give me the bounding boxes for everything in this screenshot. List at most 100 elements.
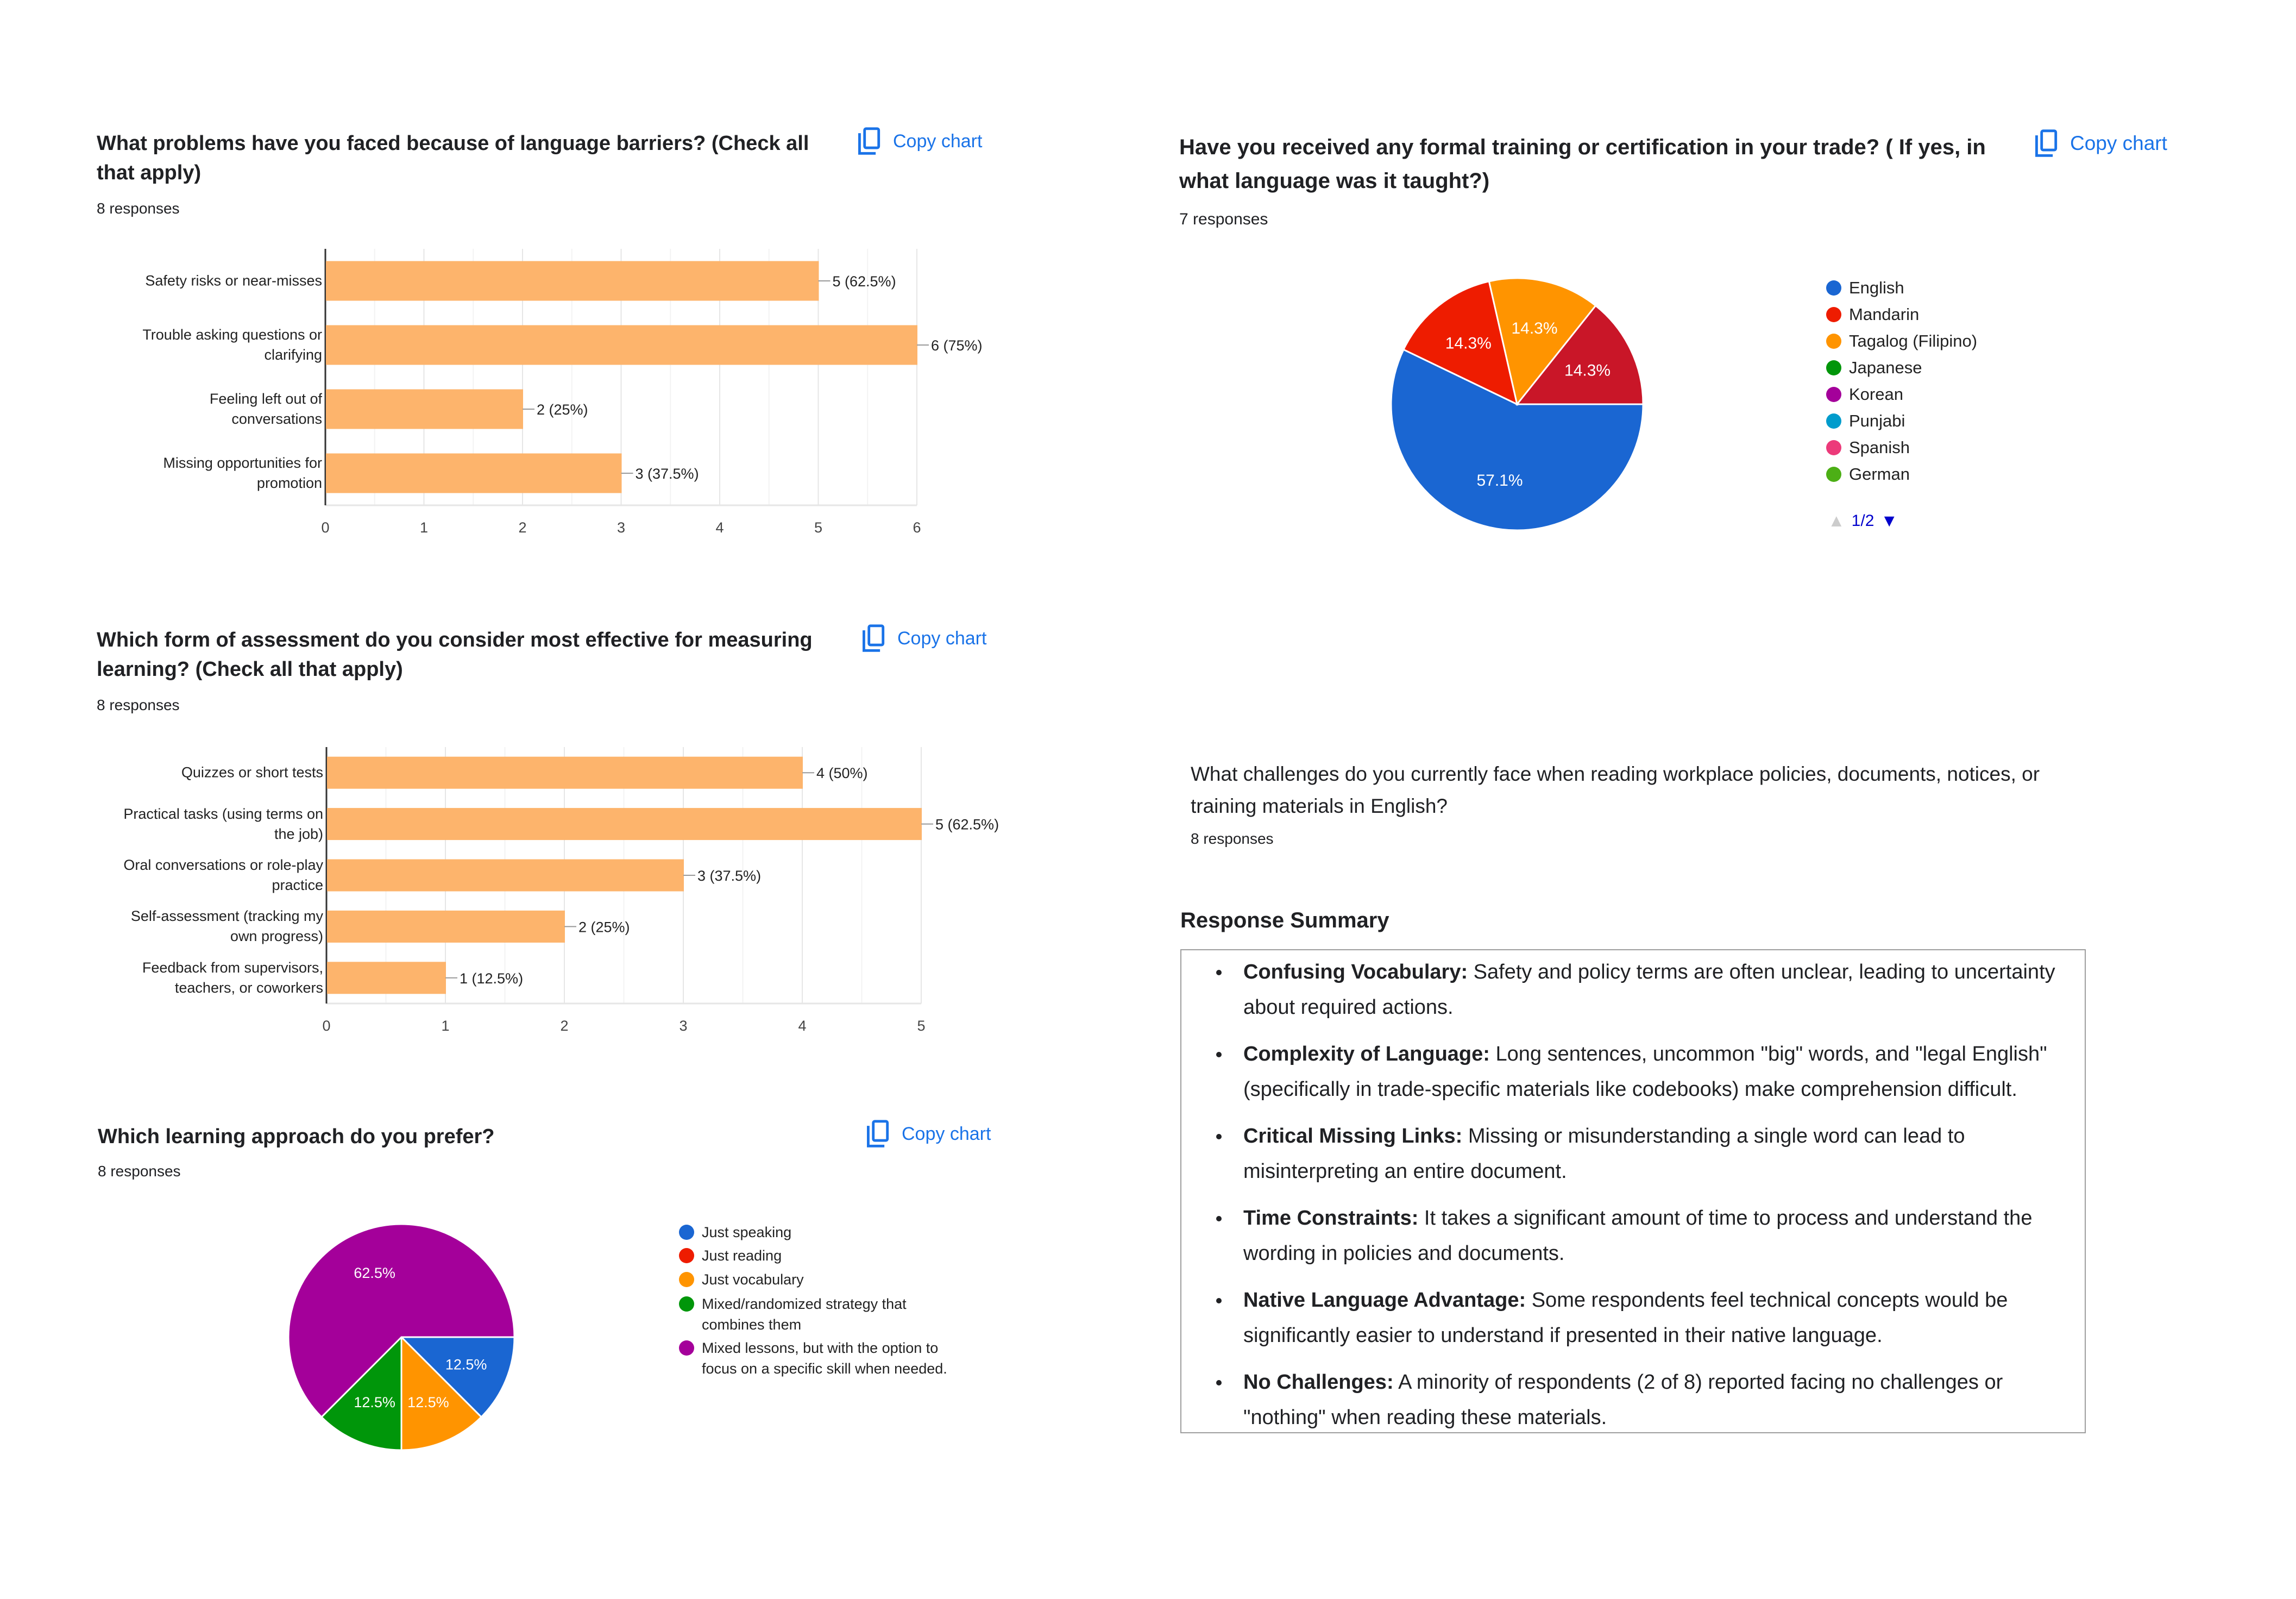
legend-prev-icon[interactable]: ▲ <box>1828 511 1845 530</box>
question-title: What challenges do you currently face wh… <box>1191 763 2040 817</box>
bar <box>326 453 622 493</box>
copy-icon <box>2035 129 2058 157</box>
legend-color-dot <box>679 1272 694 1287</box>
data-label: 3 (37.5%) <box>636 466 699 482</box>
slice-label: 57.1% <box>1476 472 1523 490</box>
data-label: 1 (12.5%) <box>460 970 523 987</box>
copy-chart-label: Copy chart <box>2070 132 2167 154</box>
category-label: Trouble asking questions or clarifying <box>142 327 322 363</box>
pie-slice <box>1515 304 1644 405</box>
pie-slice <box>1488 277 1597 406</box>
summary-term: Time Constraints: <box>1243 1207 1419 1230</box>
response-summary-box: Confusing Vocabulary: Safety and policy … <box>1180 949 2086 1433</box>
response-count: 8 responses <box>97 200 180 217</box>
pie-slice <box>1402 280 1519 406</box>
x-tick-label: 1 <box>441 1018 449 1034</box>
copy-chart-label: Copy chart <box>902 1123 991 1144</box>
response-count: 8 responses <box>98 1163 181 1180</box>
legend-item: Mandarin <box>1826 304 2098 325</box>
slice-label: 14.3% <box>1511 319 1557 337</box>
data-label: 4 (50%) <box>816 765 868 781</box>
summary-text: Some respondents feel technical concepts… <box>1243 1289 2008 1347</box>
legend-label: Just vocabulary <box>702 1271 804 1288</box>
summary-item: Time Constraints: It takes a significant… <box>1216 1201 2069 1271</box>
legend-label: Just reading <box>702 1247 782 1264</box>
copy-chart-button[interactable]: Copy chart <box>857 127 982 155</box>
legend-label: Just speaking <box>702 1224 792 1240</box>
legend-color-dot <box>1826 387 1841 402</box>
response-count: 7 responses <box>1179 210 1268 228</box>
copy-chart-label: Copy chart <box>893 130 983 152</box>
bar <box>327 859 684 892</box>
chart-title: What problems have you faced because of … <box>97 132 809 184</box>
legend-pager: ▲ 1/2 ▼ <box>1828 511 1898 531</box>
legend-color-dot <box>679 1225 694 1240</box>
x-tick-label: 6 <box>913 519 921 536</box>
x-tick-label: 4 <box>798 1018 806 1034</box>
category-label: Practical tasks (using terms on the job) <box>123 805 323 842</box>
legend-label: Spanish <box>1849 438 1910 457</box>
response-count: 8 responses <box>97 697 180 713</box>
legend-color-dot <box>679 1248 694 1263</box>
slice-label: 12.5% <box>407 1394 449 1410</box>
copy-chart-button[interactable]: Copy chart <box>866 1120 991 1148</box>
bar <box>326 389 523 429</box>
x-tick-label: 2 <box>518 519 526 536</box>
legend-color-dot <box>1826 307 1841 322</box>
data-label: 5 (62.5%) <box>833 273 896 290</box>
x-tick-label: 0 <box>322 1018 330 1034</box>
legend-color-dot <box>1826 280 1841 296</box>
slice-label: 12.5% <box>354 1394 395 1410</box>
pie-slice <box>320 1335 402 1451</box>
legend-item: Just reading <box>679 1245 961 1266</box>
summary-term: Complexity of Language: <box>1243 1043 1490 1065</box>
legend-label: Tagalog (Filipino) <box>1849 331 1978 350</box>
legend-label: Japanese <box>1849 358 1922 377</box>
legend-item: Just vocabulary <box>679 1269 961 1290</box>
summary-item: Critical Missing Links: Missing or misun… <box>1216 1119 2069 1189</box>
category-label: Oral conversations or role-play practice <box>123 857 323 893</box>
legend-color-dot <box>1826 467 1841 482</box>
slice-label: 14.3% <box>1564 362 1611 380</box>
legend-item: English <box>1826 277 2098 299</box>
chart-title: Which form of assessment do you consider… <box>97 629 813 681</box>
summary-term: Critical Missing Links: <box>1243 1125 1463 1147</box>
category-label: Feeling left out of conversations <box>209 391 322 427</box>
copy-icon <box>858 127 880 155</box>
legend-label: Mixed lessons, but with the option to fo… <box>702 1340 947 1377</box>
summary-item: Complexity of Language: Long sentences, … <box>1216 1037 2069 1107</box>
slice-label: 14.3% <box>1445 335 1492 353</box>
pie-slice <box>399 1336 515 1419</box>
copy-chart-button[interactable]: Copy chart <box>861 624 986 653</box>
legend-label: Punjabi <box>1849 411 1905 430</box>
data-label: 3 (37.5%) <box>697 868 761 884</box>
category-label: Quizzes or short tests <box>181 764 323 781</box>
x-tick-label: 1 <box>420 519 428 536</box>
bar <box>326 261 819 301</box>
summary-text: It takes a significant amount of time to… <box>1243 1207 2033 1265</box>
summary-item: Confusing Vocabulary: Safety and policy … <box>1216 955 2069 1025</box>
legend-item: Punjabi <box>1826 410 2098 432</box>
x-tick-label: 3 <box>679 1018 687 1034</box>
summary-text: Long sentences, uncommon "big" words, an… <box>1243 1043 2047 1101</box>
summary-text: Safety and policy terms are often unclea… <box>1243 961 2055 1019</box>
legend-color-dot <box>1826 413 1841 429</box>
copy-chart-button[interactable]: Copy chart <box>2034 129 2167 158</box>
legend-color-dot <box>1826 360 1841 375</box>
legend-label: Mandarin <box>1849 305 1920 324</box>
bar <box>326 325 917 365</box>
legend-next-icon[interactable]: ▼ <box>1880 511 1898 530</box>
category-label: Self-assessment (tracking my own progres… <box>130 908 323 945</box>
chart-title: Which learning approach do you prefer? <box>98 1125 495 1148</box>
legend-item: Spanish <box>1826 437 2098 459</box>
summary-text: Missing or misunderstanding a single wor… <box>1243 1125 1965 1183</box>
copy-icon <box>863 624 885 652</box>
summary-item: Native Language Advantage: Some responde… <box>1216 1283 2069 1353</box>
legend-item: Mixed/randomized strategy that combines … <box>679 1294 961 1335</box>
legend-item: Mixed lessons, but with the option to fo… <box>679 1338 961 1379</box>
summary-text: A minority of respondents (2 of 8) repor… <box>1243 1371 2003 1429</box>
legend-color-dot <box>679 1296 694 1312</box>
legend-label: German <box>1849 465 1910 484</box>
pie-slice <box>1390 348 1644 531</box>
x-tick-label: 5 <box>814 519 822 536</box>
